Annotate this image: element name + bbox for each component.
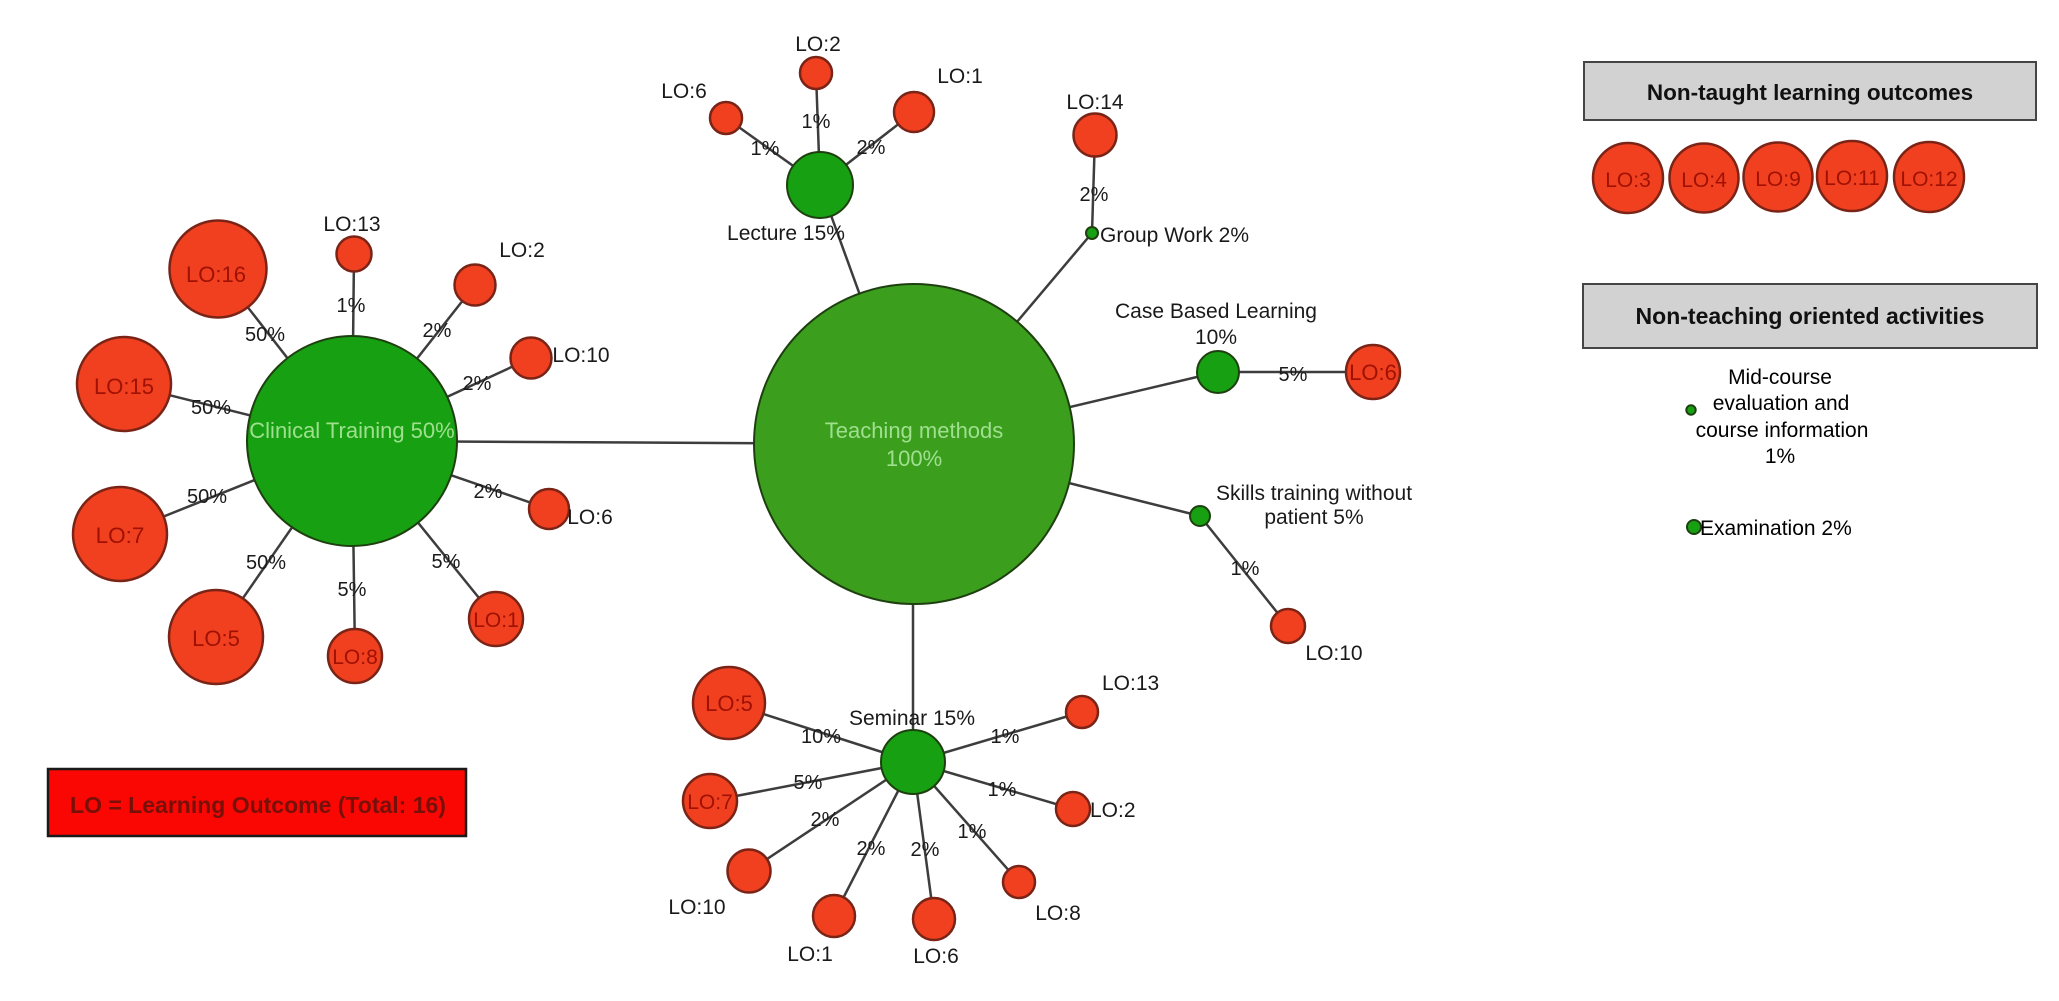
svg-text:LO:14: LO:14 [1066, 91, 1124, 114]
svg-text:LO:6: LO:6 [913, 945, 959, 968]
svg-text:1%: 1% [337, 295, 366, 317]
svg-text:5%: 5% [794, 772, 823, 794]
svg-text:LO:16: LO:16 [186, 262, 246, 287]
svg-text:LO:8: LO:8 [332, 646, 378, 669]
svg-text:Lecture 15%: Lecture 15% [727, 222, 845, 245]
svg-text:LO:7: LO:7 [687, 791, 733, 814]
svg-text:LO:10: LO:10 [1305, 642, 1362, 665]
svg-text:50%: 50% [245, 324, 285, 346]
svg-text:1%: 1% [1231, 558, 1260, 580]
svg-text:100%: 100% [886, 446, 942, 471]
svg-text:50%: 50% [246, 552, 286, 574]
svg-text:LO:2: LO:2 [795, 33, 841, 56]
svg-text:LO:8: LO:8 [1035, 902, 1081, 925]
svg-text:LO:6: LO:6 [567, 506, 613, 529]
svg-text:1%: 1% [988, 779, 1017, 801]
svg-text:50%: 50% [191, 397, 231, 419]
svg-text:1%: 1% [1765, 445, 1795, 468]
svg-text:1%: 1% [958, 821, 987, 843]
svg-text:LO:10: LO:10 [668, 896, 725, 919]
svg-text:Mid-course: Mid-course [1728, 366, 1832, 389]
svg-text:1%: 1% [991, 726, 1020, 748]
svg-text:10%: 10% [801, 726, 841, 748]
svg-text:Examination 2%: Examination 2% [1700, 517, 1852, 540]
svg-text:patient 5%: patient 5% [1264, 506, 1363, 529]
svg-text:2%: 2% [857, 137, 886, 159]
svg-text:LO:6: LO:6 [1349, 360, 1397, 385]
svg-text:Skills training without: Skills training without [1216, 482, 1412, 505]
svg-text:2%: 2% [1080, 184, 1109, 206]
svg-text:LO:5: LO:5 [705, 691, 753, 716]
svg-text:course information: course information [1696, 419, 1869, 442]
svg-text:2%: 2% [911, 839, 940, 861]
svg-text:Non-taught learning outcomes: Non-taught learning outcomes [1647, 80, 1973, 105]
svg-text:2%: 2% [474, 481, 503, 503]
svg-text:LO:11: LO:11 [1824, 167, 1880, 190]
svg-text:Case Based Learning: Case Based Learning [1115, 300, 1317, 323]
svg-text:1%: 1% [802, 111, 831, 133]
svg-text:2%: 2% [423, 320, 452, 342]
svg-text:1%: 1% [751, 138, 780, 160]
svg-text:2%: 2% [463, 373, 492, 395]
svg-text:LO = Learning Outcome (Total:: LO = Learning Outcome (Total: 16) [70, 792, 446, 818]
svg-text:Non-teaching oriented activiti: Non-teaching oriented activities [1636, 303, 1985, 329]
svg-text:LO:15: LO:15 [94, 374, 154, 399]
svg-text:LO:7: LO:7 [96, 523, 145, 548]
svg-text:evaluation and: evaluation and [1713, 392, 1850, 415]
svg-text:50%: 50% [187, 486, 227, 508]
svg-text:Teaching methods: Teaching methods [825, 418, 1004, 443]
svg-text:LO:6: LO:6 [661, 80, 707, 103]
svg-text:5%: 5% [338, 579, 367, 601]
svg-text:LO:4: LO:4 [1681, 169, 1727, 192]
svg-text:LO:10: LO:10 [552, 344, 609, 367]
svg-text:LO:5: LO:5 [192, 626, 240, 651]
svg-text:LO:2: LO:2 [1090, 799, 1136, 822]
svg-text:5%: 5% [1279, 364, 1308, 386]
svg-text:5%: 5% [432, 551, 461, 573]
svg-text:LO:12: LO:12 [1900, 168, 1957, 191]
svg-text:LO:2: LO:2 [499, 239, 545, 262]
svg-text:LO:1: LO:1 [937, 65, 983, 88]
svg-text:LO:9: LO:9 [1755, 168, 1801, 191]
svg-text:10%: 10% [1195, 326, 1237, 349]
svg-text:2%: 2% [811, 809, 840, 831]
svg-text:LO:3: LO:3 [1605, 169, 1651, 192]
svg-text:Seminar 15%: Seminar 15% [849, 707, 975, 730]
svg-text:LO:13: LO:13 [1102, 672, 1159, 695]
svg-text:LO:13: LO:13 [323, 213, 380, 236]
svg-text:Group Work 2%: Group Work 2% [1100, 224, 1249, 247]
svg-text:2%: 2% [857, 838, 886, 860]
svg-text:LO:1: LO:1 [473, 609, 519, 632]
svg-text:LO:1: LO:1 [787, 943, 833, 966]
svg-text:Clinical Training 50%: Clinical Training 50% [249, 418, 454, 443]
